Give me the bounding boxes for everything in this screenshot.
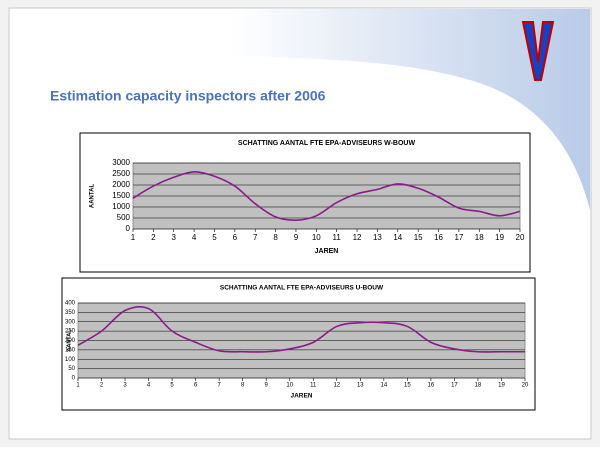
swoosh	[230, 9, 590, 210]
x-axis-label: JAREN	[315, 248, 339, 255]
x-tick-label: 12	[333, 383, 340, 389]
y-tick-label: 400	[65, 301, 76, 307]
x-tick-label: 15	[404, 383, 411, 389]
x-tick-label: 19	[495, 233, 504, 242]
x-tick-label: 20	[522, 383, 529, 389]
y-tick-label: 0	[126, 224, 131, 233]
y-tick-label: 2500	[112, 169, 130, 178]
x-tick-label: 15	[414, 233, 423, 242]
x-tick-label: 4	[192, 233, 197, 242]
x-axis-label: JAREN	[290, 393, 312, 400]
x-tick-label: 11	[333, 233, 342, 242]
x-tick-label: 3	[123, 383, 127, 389]
chart-title: SCHATTING AANTAL FTE EPA-ADVISEURS W-BOU…	[238, 140, 416, 147]
y-tick-label: 150	[65, 347, 76, 353]
y-tick-label: 1000	[112, 202, 130, 211]
x-tick-label: 11	[310, 383, 317, 389]
y-axis-label: AANTAL	[90, 184, 96, 209]
x-tick-label: 1	[76, 383, 80, 389]
y-tick-label: 300	[65, 319, 76, 325]
x-tick-label: 16	[434, 233, 443, 242]
x-tick-label: 6	[194, 383, 198, 389]
x-tick-label: 5	[212, 233, 217, 242]
slide-title: Estimation capacity inspectors after 200…	[50, 88, 326, 104]
y-axis-label: AANTAL	[66, 329, 72, 352]
x-tick-label: 17	[454, 233, 463, 242]
x-tick-label: 10	[312, 233, 321, 242]
x-tick-label: 5	[170, 383, 174, 389]
x-tick-label: 17	[451, 383, 458, 389]
y-tick-label: 50	[68, 366, 75, 372]
y-tick-label: 100	[65, 357, 76, 363]
x-tick-label: 14	[393, 233, 402, 242]
x-tick-label: 20	[516, 233, 525, 242]
x-tick-label: 6	[233, 233, 238, 242]
y-tick-label: 500	[117, 213, 131, 222]
logo	[521, 21, 555, 81]
x-tick-label: 18	[475, 233, 484, 242]
x-tick-label: 2	[100, 383, 104, 389]
data-line	[132, 170, 521, 222]
x-tick-label: 12	[353, 233, 362, 242]
y-tick-label: 1500	[112, 191, 130, 200]
x-tick-label: 16	[428, 383, 435, 389]
y-tick-label: 2000	[112, 180, 130, 189]
x-tick-label: 2	[151, 233, 156, 242]
x-tick-label: 8	[241, 383, 245, 389]
x-tick-label: 7	[253, 233, 258, 242]
data-line	[77, 305, 525, 353]
y-tick-label: 3000	[112, 158, 130, 167]
x-tick-label: 19	[498, 383, 505, 389]
x-tick-label: 4	[147, 383, 151, 389]
x-tick-label: 10	[286, 383, 293, 389]
x-tick-label: 9	[294, 233, 299, 242]
y-tick-label: 250	[65, 329, 76, 335]
x-tick-label: 13	[373, 233, 382, 242]
x-tick-label: 14	[380, 383, 387, 389]
x-tick-label: 7	[217, 383, 221, 389]
x-tick-label: 8	[273, 233, 278, 242]
y-tick-label: 350	[65, 310, 76, 316]
y-tick-label: 200	[65, 338, 76, 344]
x-tick-label: 18	[475, 383, 482, 389]
y-tick-label: 0	[72, 376, 76, 382]
x-tick-label: 1	[131, 233, 136, 242]
x-tick-label: 13	[357, 383, 364, 389]
x-tick-label: 3	[172, 233, 177, 242]
x-tick-label: 9	[265, 383, 269, 389]
chart-title: SCHATTING AANTAL FTE EPA-ADVISEURS U-BOU…	[220, 285, 384, 292]
